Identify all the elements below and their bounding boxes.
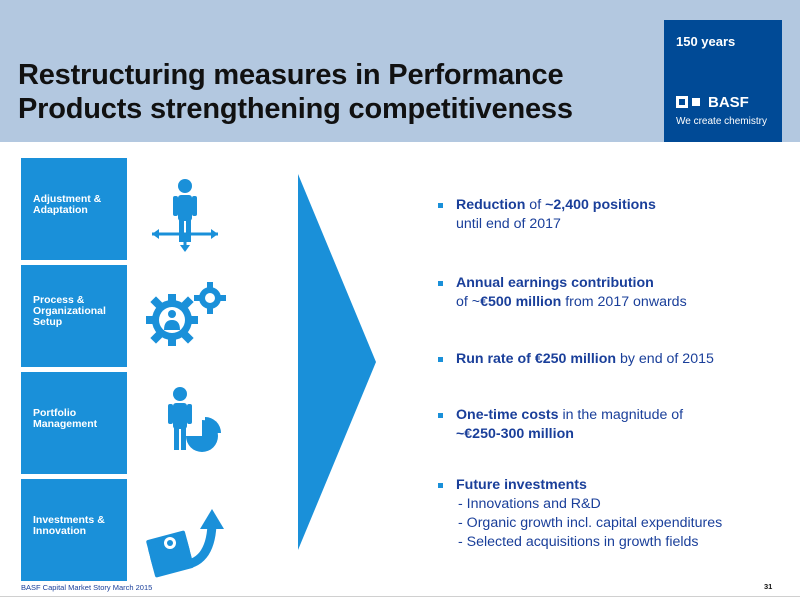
bullet-text: until end of 2017: [456, 216, 561, 232]
person-pie-chart-icon: [168, 387, 221, 452]
tile-portfolio: Portfolio Management: [21, 372, 127, 474]
tile-label-line: Process &: [33, 294, 85, 306]
bullet-bold-text: Reduction: [456, 197, 526, 213]
basf-logo: BASF: [676, 94, 776, 111]
brand-tagline: We create chemistry: [676, 116, 767, 127]
bullet-marker-icon: [438, 413, 443, 418]
bullet-bold-text: One-time costs: [456, 407, 559, 423]
tile-label-line: Management: [33, 418, 98, 430]
bullet-sub-item: - Selected acquisitions in growth fields: [458, 534, 699, 550]
tile-label-line: Innovation: [33, 525, 87, 537]
footer-text: BASF Capital Market Story March 2015: [21, 583, 153, 592]
title-line-1: Restructuring measures in Performance: [18, 59, 564, 91]
bullet-text: in the magnitude of: [558, 407, 684, 423]
page-title: Restructuring measures in Performance Pr…: [18, 58, 658, 126]
bullet-bold-text: Future investments: [456, 477, 587, 493]
tile-label-line: Investments &: [33, 514, 105, 526]
bullet-text: of ~: [456, 294, 481, 310]
bullet-bold-text: Run rate of €250 million: [456, 351, 617, 367]
logo-square-icon: [692, 98, 700, 106]
bullet-bold-text: Annual earnings contribution: [456, 275, 654, 291]
bullet-text: from 2017 onwards: [561, 294, 687, 310]
footer-divider: [0, 596, 800, 597]
bullet-marker-icon: [438, 483, 443, 488]
gears-person-icon: [146, 282, 226, 346]
tile-label-line: Portfolio: [33, 407, 77, 419]
bullet-text: by end of 2015: [616, 351, 714, 367]
logo-text: BASF: [708, 94, 749, 111]
bullet-marker-icon: [438, 281, 443, 286]
basf-brand-box: 150 years BASF We create chemistry: [664, 20, 782, 142]
tile-label-line: Setup: [33, 316, 63, 328]
page-number: 31: [764, 582, 773, 591]
tile-label-line: Adjustment &: [33, 193, 102, 205]
bullet-bold-text: ~€250-300 million: [456, 426, 574, 442]
bullet-bold-text: €500 million: [480, 294, 562, 310]
bullet-marker-icon: [438, 203, 443, 208]
bullet-sub-item: - Organic growth incl. capital expenditu…: [458, 515, 723, 531]
person-arrows-icon: [152, 179, 218, 252]
bullet-marker-icon: [438, 357, 443, 362]
tile-label-line: Adaptation: [33, 204, 88, 216]
tile-investments: Investments & Innovation: [21, 479, 127, 581]
tile-label-line: Organizational: [33, 305, 106, 317]
bullet-text: of: [525, 197, 546, 213]
title-line-2: Products strengthening competitiveness: [18, 93, 573, 125]
chevron-arrow-icon: [298, 174, 376, 550]
tile-process: Process & Organizational Setup: [21, 265, 127, 367]
anniversary-label: 150 years: [676, 34, 736, 49]
money-growth-arrow-icon: [146, 509, 224, 578]
tile-adjustment: Adjustment & Adaptation: [21, 158, 127, 260]
bullet-bold-text: ~2,400 positions: [545, 197, 656, 213]
bullet-sub-item: - Innovations and R&D: [458, 496, 601, 512]
logo-square-outline-icon: [676, 96, 688, 108]
